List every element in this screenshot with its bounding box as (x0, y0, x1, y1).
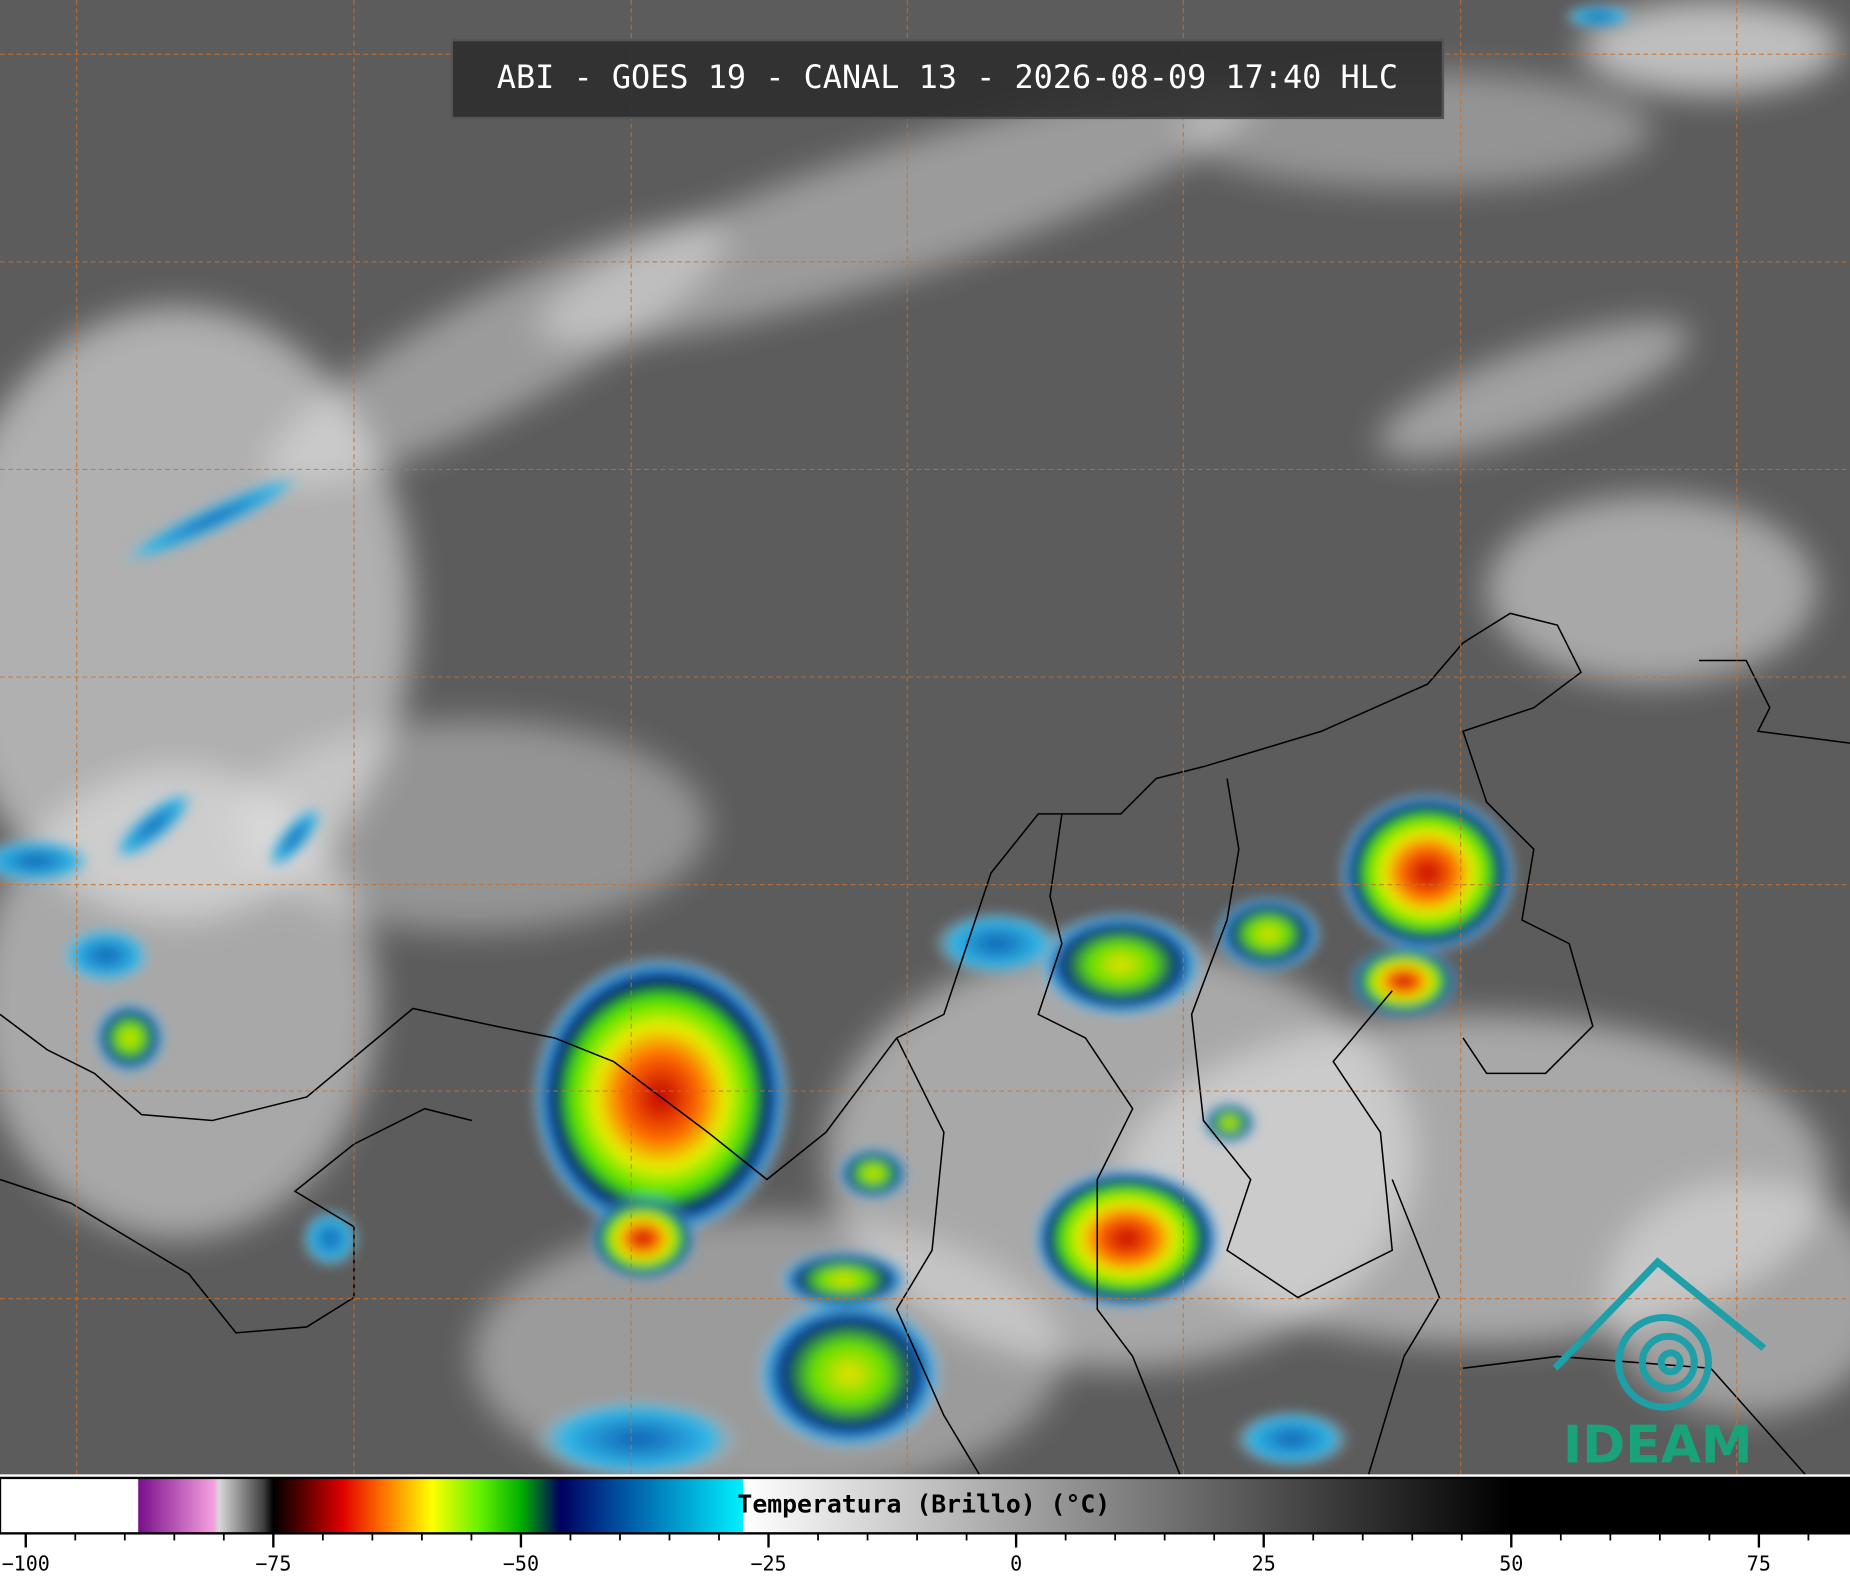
tick-label: −100 (2, 1552, 50, 1576)
logo-text: IDEAM (1563, 1415, 1753, 1475)
colorbar-label: Temperatura (Brillo) (°C) (737, 1490, 1110, 1519)
tick-label: 25 (1252, 1552, 1276, 1576)
colorbar-ramp (0, 1476, 1850, 1535)
tick-label: 0 (1010, 1552, 1022, 1576)
tick-label: 50 (1499, 1552, 1523, 1576)
tick-label: −50 (503, 1552, 539, 1576)
tick-label: 75 (1747, 1552, 1771, 1576)
title-box (450, 38, 1445, 120)
tick-label: −25 (750, 1552, 786, 1576)
title: ABI - GOES 19 - CANAL 13 - 2026-08-09 17… (497, 58, 1398, 96)
tick-label: −75 (255, 1552, 291, 1576)
logo (1552, 1257, 1767, 1411)
coastlines (0, 612, 1850, 1475)
colorbar: Temperatura (Brillo) (°C) −100 −75 −50 −25 0 2… (0, 1476, 1850, 1576)
